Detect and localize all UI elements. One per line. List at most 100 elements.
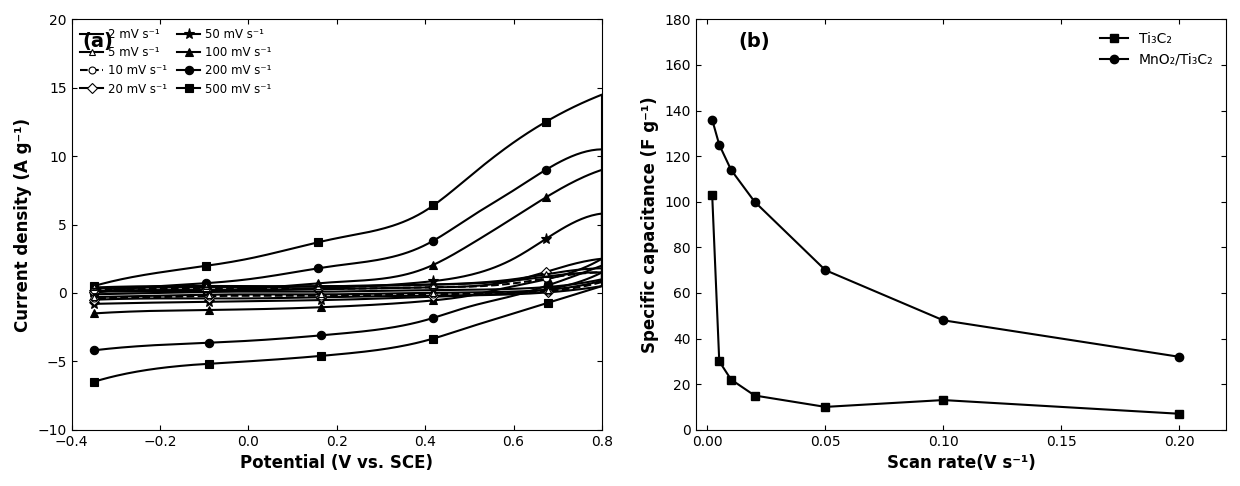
- Ti₃C₂: [748, 393, 763, 399]
- 500 mV s⁻¹: [87, 283, 102, 289]
- 200 mV s⁻¹: [461, 304, 476, 310]
- 5 mV s⁻¹: [208, 283, 223, 289]
- Ti₃C₂: [936, 397, 951, 403]
- 200 mV s⁻¹: [594, 146, 609, 152]
- 20 mV s⁻¹: [418, 284, 433, 290]
- MnO₂/Ti₃C₂: [712, 142, 727, 148]
- 5 mV s⁻¹: [367, 291, 382, 297]
- 200 mV s⁻¹: [490, 197, 505, 203]
- 50 mV s⁻¹: [418, 279, 433, 285]
- 500 mV s⁻¹: [461, 324, 476, 330]
- 500 mV s⁻¹: [367, 347, 382, 353]
- Line: 5 mV s⁻¹: 5 mV s⁻¹: [91, 265, 605, 300]
- 10 mV s⁻¹: [594, 270, 609, 276]
- 50 mV s⁻¹: [87, 301, 102, 307]
- 10 mV s⁻¹: [87, 295, 102, 301]
- X-axis label: Scan rate(V s⁻¹): Scan rate(V s⁻¹): [887, 454, 1035, 472]
- 50 mV s⁻¹: [490, 263, 505, 269]
- 100 mV s⁻¹: [87, 289, 102, 295]
- 10 mV s⁻¹: [362, 293, 377, 298]
- 200 mV s⁻¹: [87, 290, 102, 296]
- Y-axis label: Specific capacitance (F g⁻¹): Specific capacitance (F g⁻¹): [641, 96, 658, 353]
- Legend: Ti₃C₂, MnO₂/Ti₃C₂: Ti₃C₂, MnO₂/Ti₃C₂: [1095, 26, 1219, 72]
- Ti₃C₂: [712, 358, 727, 364]
- 200 mV s⁻¹: [367, 327, 382, 333]
- 5 mV s⁻¹: [87, 284, 102, 290]
- 100 mV s⁻¹: [208, 288, 223, 294]
- 2 mV s⁻¹: [461, 287, 476, 293]
- Line: 20 mV s⁻¹: 20 mV s⁻¹: [91, 255, 605, 303]
- 5 mV s⁻¹: [461, 290, 476, 295]
- 2 mV s⁻¹: [589, 269, 604, 275]
- 500 mV s⁻¹: [418, 208, 433, 213]
- Line: 200 mV s⁻¹: 200 mV s⁻¹: [89, 145, 606, 354]
- 100 mV s⁻¹: [87, 311, 102, 316]
- 200 mV s⁻¹: [208, 279, 223, 285]
- 2 mV s⁻¹: [87, 286, 102, 292]
- 100 mV s⁻¹: [594, 167, 609, 173]
- 200 mV s⁻¹: [362, 328, 377, 333]
- 200 mV s⁻¹: [418, 242, 433, 248]
- Ti₃C₂: [818, 404, 833, 410]
- 20 mV s⁻¹: [87, 289, 102, 295]
- 50 mV s⁻¹: [367, 296, 382, 302]
- 100 mV s⁻¹: [367, 302, 382, 308]
- 2 mV s⁻¹: [490, 279, 505, 285]
- Line: 100 mV s⁻¹: 100 mV s⁻¹: [89, 166, 606, 318]
- 500 mV s⁻¹: [87, 379, 102, 385]
- MnO₂/Ti₃C₂: [748, 199, 763, 205]
- 20 mV s⁻¹: [594, 256, 609, 261]
- 500 mV s⁻¹: [362, 348, 377, 354]
- 2 mV s⁻¹: [418, 282, 433, 288]
- 50 mV s⁻¹: [208, 287, 223, 293]
- 10 mV s⁻¹: [87, 287, 102, 293]
- 100 mV s⁻¹: [418, 265, 433, 271]
- 50 mV s⁻¹: [87, 289, 102, 295]
- 50 mV s⁻¹: [362, 296, 377, 302]
- 500 mV s⁻¹: [594, 92, 609, 98]
- X-axis label: Potential (V vs. SCE): Potential (V vs. SCE): [241, 454, 433, 472]
- 5 mV s⁻¹: [87, 294, 102, 300]
- Text: (a): (a): [82, 32, 113, 51]
- Line: MnO₂/Ti₃C₂: MnO₂/Ti₃C₂: [708, 116, 1183, 361]
- 5 mV s⁻¹: [594, 265, 609, 271]
- Legend: 2 mV s⁻¹, 5 mV s⁻¹, 10 mV s⁻¹, 20 mV s⁻¹, 50 mV s⁻¹, 100 mV s⁻¹, 200 mV s⁻¹, 500: 2 mV s⁻¹, 5 mV s⁻¹, 10 mV s⁻¹, 20 mV s⁻¹…: [77, 25, 274, 98]
- 20 mV s⁻¹: [367, 294, 382, 299]
- Line: 2 mV s⁻¹: 2 mV s⁻¹: [94, 272, 601, 295]
- 10 mV s⁻¹: [367, 292, 382, 298]
- 100 mV s⁻¹: [490, 225, 505, 231]
- 50 mV s⁻¹: [594, 211, 609, 217]
- Ti₃C₂: [724, 377, 739, 382]
- 10 mV s⁻¹: [461, 291, 476, 297]
- 200 mV s⁻¹: [87, 347, 102, 353]
- 20 mV s⁻¹: [362, 294, 377, 299]
- 50 mV s⁻¹: [461, 293, 476, 298]
- Y-axis label: Current density (A g⁻¹): Current density (A g⁻¹): [14, 118, 32, 331]
- 2 mV s⁻¹: [367, 288, 382, 294]
- 5 mV s⁻¹: [490, 278, 505, 284]
- Ti₃C₂: [704, 192, 719, 198]
- Line: Ti₃C₂: Ti₃C₂: [708, 191, 1183, 418]
- 20 mV s⁻¹: [87, 297, 102, 303]
- Text: (b): (b): [738, 32, 770, 51]
- Line: 500 mV s⁻¹: 500 mV s⁻¹: [89, 90, 606, 386]
- Line: 50 mV s⁻¹: 50 mV s⁻¹: [88, 208, 608, 310]
- 10 mV s⁻¹: [418, 284, 433, 290]
- 20 mV s⁻¹: [461, 293, 476, 298]
- Line: 10 mV s⁻¹: 10 mV s⁻¹: [91, 269, 605, 302]
- MnO₂/Ti₃C₂: [724, 167, 739, 173]
- 100 mV s⁻¹: [461, 293, 476, 298]
- MnO₂/Ti₃C₂: [704, 117, 719, 122]
- MnO₂/Ti₃C₂: [818, 267, 833, 273]
- MnO₂/Ti₃C₂: [1172, 354, 1187, 360]
- 500 mV s⁻¹: [490, 152, 505, 157]
- 10 mV s⁻¹: [490, 282, 505, 288]
- 500 mV s⁻¹: [208, 261, 223, 267]
- 10 mV s⁻¹: [208, 286, 223, 292]
- 2 mV s⁻¹: [87, 292, 102, 297]
- 2 mV s⁻¹: [208, 285, 223, 291]
- 20 mV s⁻¹: [490, 280, 505, 286]
- 2 mV s⁻¹: [362, 288, 377, 294]
- 5 mV s⁻¹: [418, 282, 433, 288]
- 20 mV s⁻¹: [208, 287, 223, 293]
